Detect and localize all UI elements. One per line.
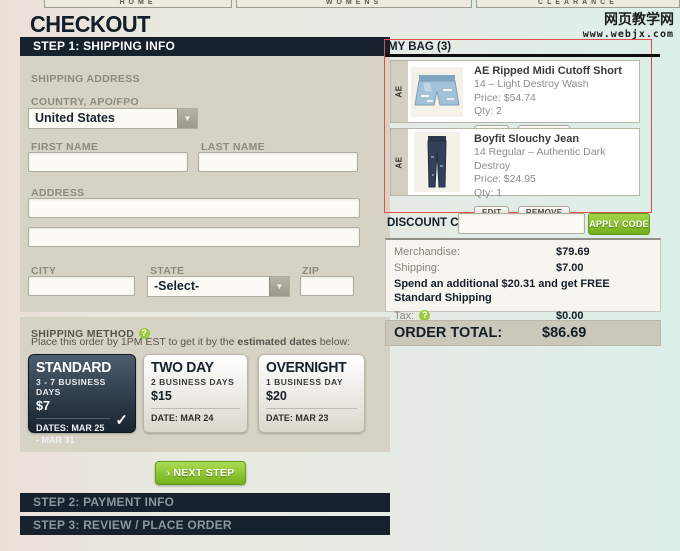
- order-total-bar: ORDER TOTAL: $86.69: [385, 320, 661, 346]
- last-name-label: LAST NAME: [201, 141, 265, 153]
- product-image-shorts: [408, 61, 466, 122]
- shipping-method-label: SHIPPING METHOD: [31, 328, 135, 340]
- shipping-option-two-day[interactable]: TWO DAY 2 BUSINESS DAYS $15 DATE: MAR 24: [143, 354, 248, 433]
- shipping-method-note: Place this order by 1PM EST to get it by…: [31, 336, 351, 348]
- first-name-input[interactable]: [28, 152, 188, 172]
- brand-strip: AE: [391, 61, 408, 122]
- next-step-label: NEXT STEP: [173, 467, 235, 479]
- free-shipping-promo: Spend an additional $20.31 and get FREE …: [394, 278, 610, 304]
- discount-code-input[interactable]: [458, 213, 585, 234]
- next-step-button[interactable]: › NEXT STEP: [155, 461, 246, 485]
- product-price: Price: $54.74: [474, 91, 536, 104]
- product-name: Boyfit Slouchy Jean: [474, 133, 580, 145]
- shipping-option-name: STANDARD: [36, 359, 112, 376]
- state-label: STATE: [150, 265, 185, 277]
- shipping-option-overnight[interactable]: OVERNIGHT 1 BUSINESS DAY $20 DATE: MAR 2…: [258, 354, 365, 433]
- address-label: ADDRESS: [31, 187, 85, 199]
- nav-tab-clearance[interactable]: CLEARANCE: [476, 0, 680, 8]
- shipping-address-panel: SHIPPING ADDRESS COUNTRY, APO/FPO United…: [20, 56, 390, 312]
- product-name: AE Ripped Midi Cutoff Short: [474, 65, 622, 77]
- shipping-option-standard[interactable]: STANDARD 3 - 7 BUSINESS DAYS $7 DATES: M…: [28, 354, 136, 445]
- order-summary: Merchandise: $79.69 Shipping: $7.00 Spen…: [385, 238, 661, 322]
- city-input[interactable]: [28, 276, 135, 296]
- step1-header: STEP 1: SHIPPING INFO: [20, 37, 390, 56]
- shipping-address-label: SHIPPING ADDRESS: [31, 73, 140, 85]
- product-variant: 14 – Light Destroy Wash: [474, 78, 589, 91]
- step3-header[interactable]: STEP 3: REVIEW / PLACE ORDER: [20, 516, 390, 535]
- shipping-method-panel: SHIPPING METHOD ? Place this order by 1P…: [20, 317, 390, 452]
- first-name-label: FIRST NAME: [31, 141, 99, 153]
- product-image-jean: [408, 129, 466, 195]
- summary-row-tax: Tax: ? $0.00: [394, 308, 652, 324]
- summary-row-merchandise: Merchandise: $79.69: [394, 244, 652, 260]
- chevron-down-icon[interactable]: ▼: [269, 277, 289, 296]
- country-select-value: United States: [35, 111, 115, 125]
- state-select-value: -Select-: [154, 279, 200, 293]
- country-select[interactable]: United States ▼: [28, 108, 198, 129]
- city-label: CITY: [31, 265, 57, 277]
- nav-tab-womens-label: WOMENS: [325, 0, 383, 6]
- nav-tab-clearance-label: CLEARANCE: [538, 0, 618, 6]
- watermark-url: www.webjx.com: [582, 29, 674, 40]
- shipping-option-date: DATES: MAR 25 - MAR 31: [36, 418, 110, 446]
- summary-row-shipping: Shipping: $7.00: [394, 260, 652, 276]
- address-line2-input[interactable]: [28, 227, 360, 247]
- tax-value: $0.00: [556, 309, 584, 322]
- summary-label: Merchandise:: [394, 246, 461, 258]
- shipping-option-price: $7: [36, 399, 50, 413]
- zip-label: ZIP: [302, 265, 320, 277]
- summary-value: $79.69: [556, 246, 590, 258]
- watermark: 网页教学网 www.webjx.com: [583, 9, 674, 40]
- check-icon: ✓: [115, 412, 128, 429]
- shipping-option-date: DATE: MAR 24: [151, 408, 240, 424]
- chevron-down-icon[interactable]: ▼: [177, 109, 197, 128]
- nav-tab-womens[interactable]: WOMENS: [236, 0, 472, 8]
- product-qty: Qty: 1: [474, 186, 503, 199]
- last-name-input[interactable]: [198, 152, 358, 172]
- product-qty: Qty: 2: [474, 105, 503, 118]
- arrow-right-icon: ›: [166, 467, 171, 479]
- page-title: CHECKOUT: [30, 11, 151, 37]
- product-price: Price: $24.95: [474, 173, 536, 186]
- shipping-option-name: OVERNIGHT: [266, 359, 347, 376]
- nav-tab-home[interactable]: HOME: [44, 0, 232, 8]
- bag-title-rule: [385, 54, 660, 57]
- bag-item-jean: AE Boyfit Slouchy Jean 14 Regular – Auth…: [390, 128, 640, 219]
- shipping-option-duration: 1 BUSINESS DAY: [266, 377, 344, 387]
- nav-tab-home-label: HOME: [119, 0, 157, 6]
- zip-input[interactable]: [300, 276, 354, 296]
- order-total-value: $86.69: [542, 325, 587, 341]
- shipping-option-price: $20: [266, 389, 287, 403]
- brand-label: AE: [395, 85, 404, 98]
- shipping-option-name: TWO DAY: [151, 359, 214, 376]
- tax-label: Tax:: [394, 309, 415, 322]
- brand-strip: AE: [391, 129, 408, 195]
- bag-item-shorts: AE AE Ripped Midi Cutoff Short 14 – Ligh…: [390, 60, 640, 138]
- help-icon[interactable]: ?: [138, 328, 150, 339]
- shipping-option-price: $15: [151, 389, 172, 403]
- step2-header[interactable]: STEP 2: PAYMENT INFO: [20, 493, 390, 512]
- shipping-option-date: DATE: MAR 23: [266, 408, 357, 424]
- product-variant: 14 Regular – Authentic Dark Destroy: [474, 146, 606, 172]
- summary-label: Shipping:: [394, 262, 440, 274]
- bag-title: MY BAG (3): [388, 41, 452, 53]
- address-line1-input[interactable]: [28, 198, 360, 218]
- help-icon[interactable]: ?: [419, 309, 431, 321]
- state-select[interactable]: -Select- ▼: [147, 276, 290, 297]
- watermark-cn: 网页教学网: [604, 11, 674, 27]
- summary-value: $7.00: [556, 262, 584, 274]
- shipping-option-duration: 2 BUSINESS DAYS: [151, 377, 235, 387]
- shipping-option-duration: 3 - 7 BUSINESS DAYS: [36, 377, 106, 397]
- apply-code-button[interactable]: APPLY CODE: [588, 213, 650, 235]
- order-total-label: ORDER TOTAL:: [394, 325, 503, 341]
- brand-label: AE: [395, 155, 404, 169]
- country-label: COUNTRY, APO/FPO: [31, 96, 139, 108]
